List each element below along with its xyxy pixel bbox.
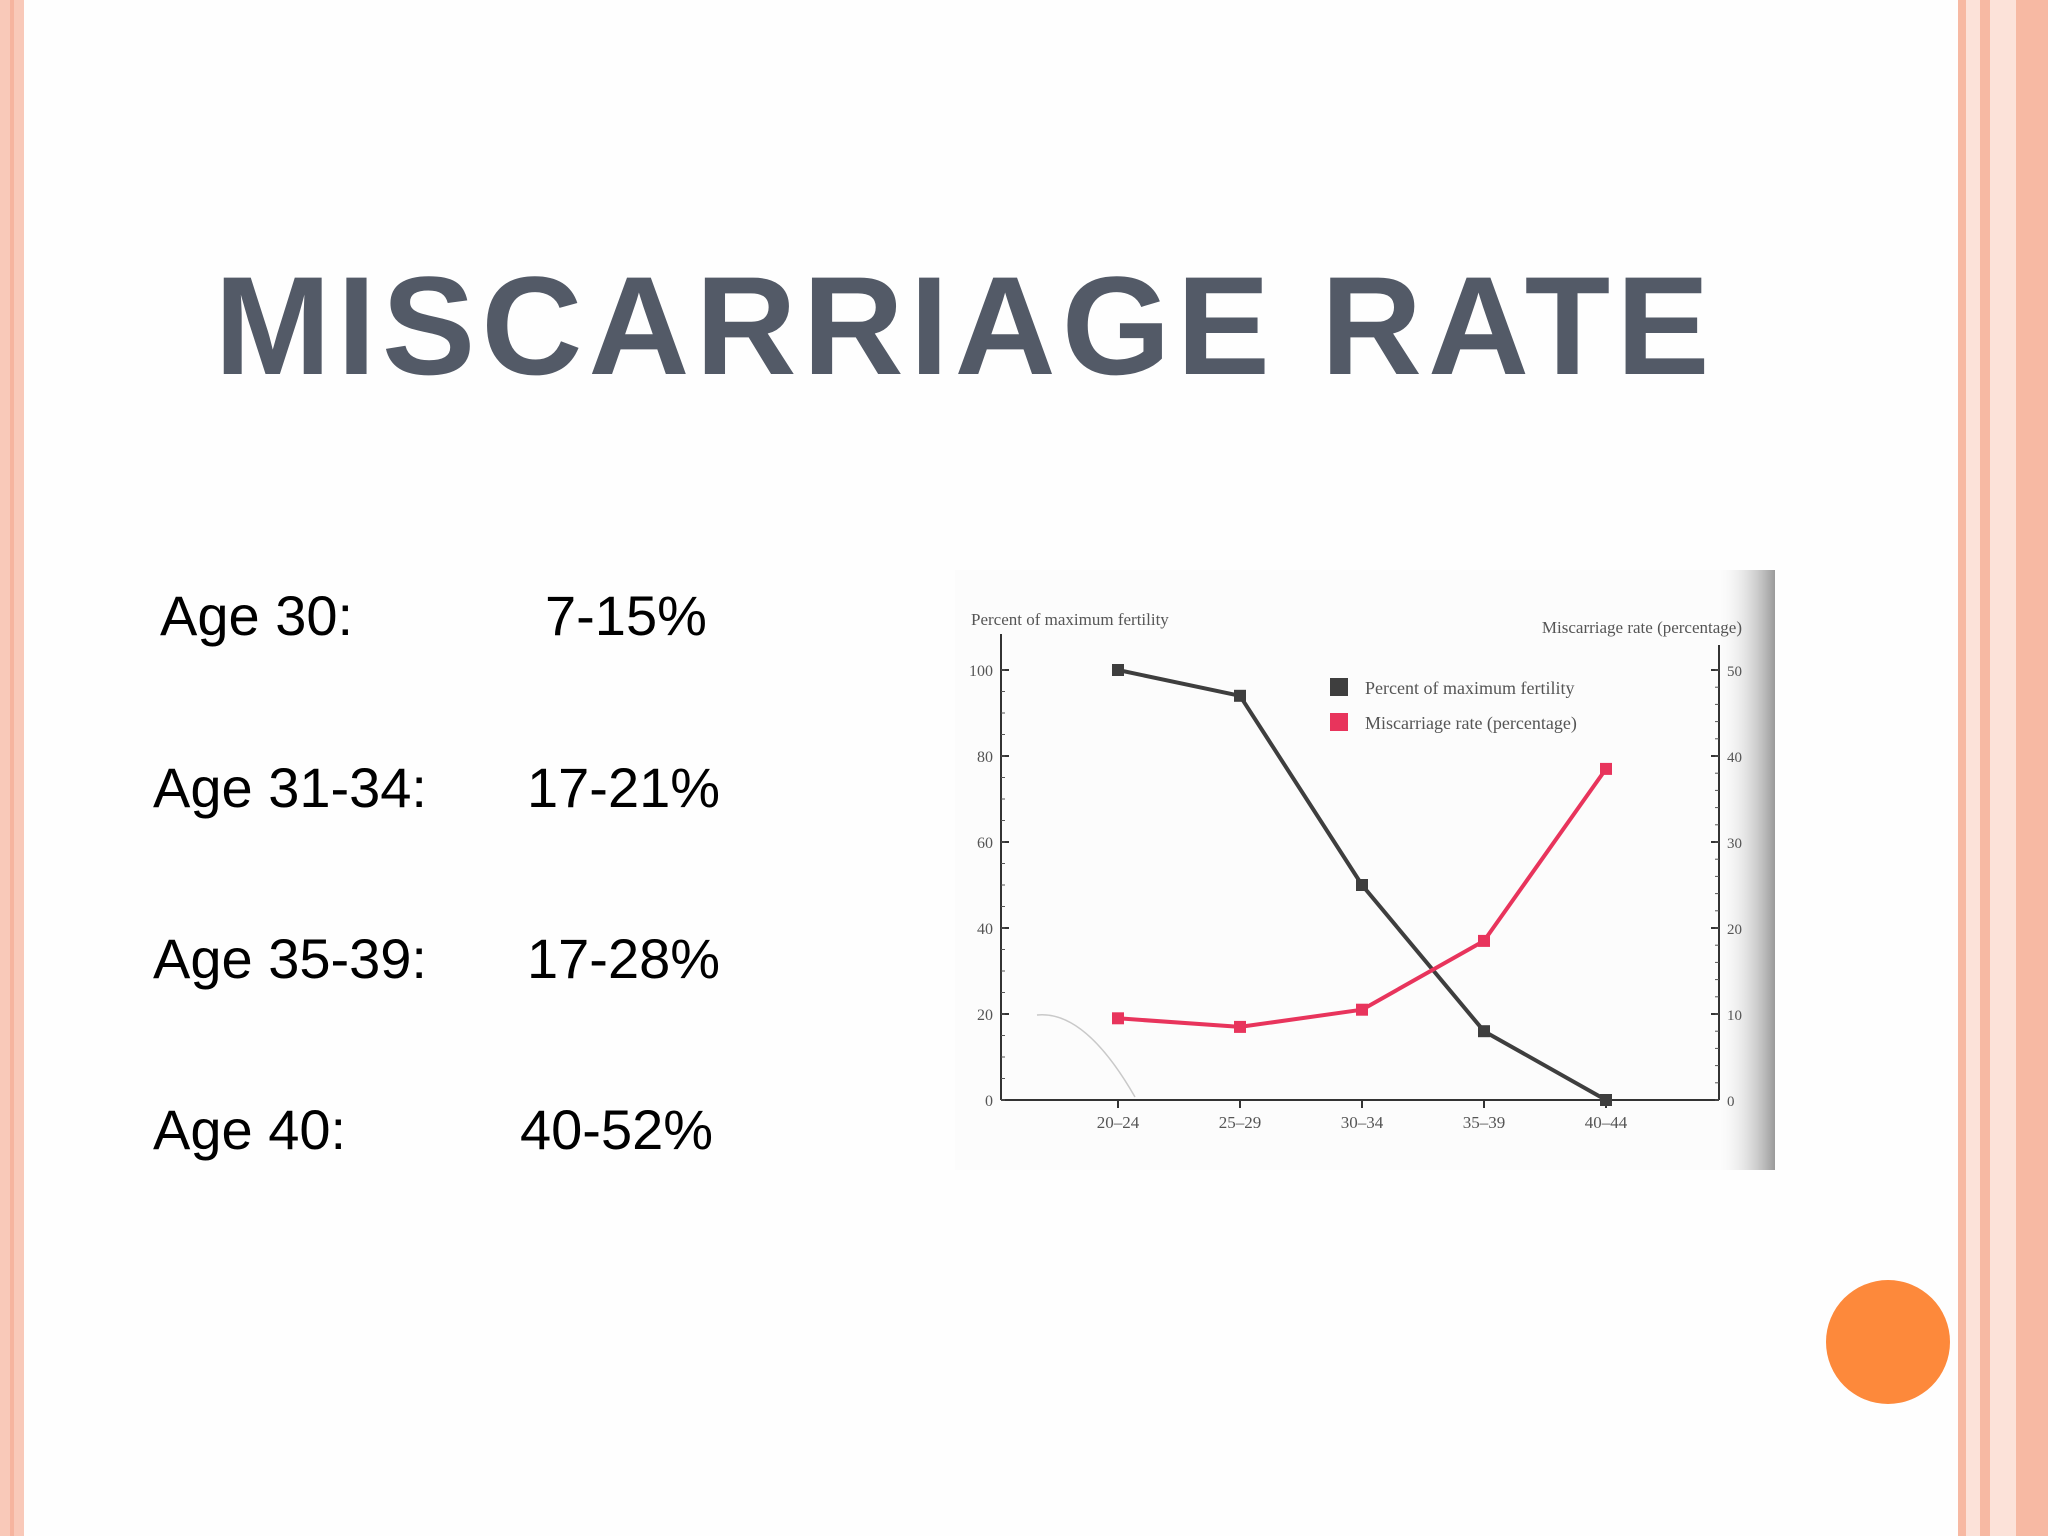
left-axis-tick-label: 20 (977, 1007, 993, 1024)
fertility-point (1356, 879, 1368, 891)
right-axis-ticks: 0 10 20 30 40 50 (1711, 664, 1742, 1110)
chart-svg: Percent of maximum fertility Miscarriage… (955, 570, 1775, 1170)
age-label: Age 30: (160, 584, 354, 647)
age-label: Age 31-34: (153, 756, 427, 819)
left-axis-tick-label: 0 (985, 1093, 993, 1110)
left-axis-label: Percent of maximum fertility (971, 610, 1169, 629)
slide-title: MISCARRIAGE RATE (214, 247, 1716, 404)
age-rate-row: Age 30: 7-15% (0, 583, 760, 663)
age-rate-value: 17-28% (527, 927, 721, 990)
age-label: Age 40: (153, 1098, 347, 1161)
x-axis-tick-label: 20–24 (1097, 1113, 1140, 1132)
decorative-orange-circle (1826, 1280, 1950, 1404)
age-rate-value: 40-52% (520, 1098, 714, 1161)
right-axis-tick-label: 0 (1727, 1094, 1735, 1110)
legend-label-miscarriage: Miscarriage rate (percentage) (1365, 713, 1577, 734)
fertility-point (1478, 1025, 1490, 1038)
x-axis-tick-label: 40–44 (1585, 1113, 1628, 1132)
right-border-stripe (2016, 0, 2048, 1536)
left-axis-tick-label: 60 (977, 835, 993, 852)
miscarriage-point (1234, 1020, 1246, 1033)
age-rate-row: Age 35-39: 17-28% (0, 926, 760, 1006)
age-label: Age 35-39: (153, 927, 427, 990)
left-axis-ticks: 0 20 40 60 80 100 (969, 663, 1009, 1110)
background-arc (1036, 1014, 1136, 1098)
fertility-point (1234, 689, 1246, 702)
left-border-line (10, 0, 14, 1536)
chart-background (955, 570, 1775, 1170)
x-axis-ticks: 20–24 25–29 30–34 35–39 40–44 (1097, 1100, 1628, 1132)
left-axis-tick-label: 100 (969, 663, 993, 680)
right-axis-tick-label: 50 (1727, 664, 1742, 680)
miscarriage-point (1112, 1012, 1124, 1025)
right-axis-tick-label: 30 (1727, 836, 1742, 852)
x-axis-tick-label: 35–39 (1463, 1113, 1506, 1132)
right-border-stripe (1958, 0, 1966, 1536)
age-rate-value: 7-15% (545, 584, 707, 647)
legend-swatch-miscarriage (1330, 713, 1348, 731)
age-rate-row: Age 40: 40-52% (0, 1097, 760, 1177)
age-rate-row: Age 31-34: 17-21% (0, 755, 760, 835)
fertility-point (1600, 1094, 1612, 1106)
miscarriage-point (1356, 1003, 1368, 1016)
miscarriage-point (1600, 762, 1612, 775)
series-layer (1112, 664, 1612, 1106)
left-axis-tick-label: 40 (977, 921, 993, 938)
right-border-stripe (1980, 0, 1990, 1536)
x-axis-tick-label: 30–34 (1341, 1113, 1384, 1132)
x-axis-tick-label: 25–29 (1219, 1113, 1262, 1132)
age-rate-value: 17-21% (527, 756, 721, 819)
left-axis-tick-label: 80 (977, 749, 993, 766)
page-edge-shadow (1715, 570, 1775, 1170)
legend-label-fertility: Percent of maximum fertility (1365, 678, 1574, 698)
fertility-point (1112, 664, 1124, 676)
legend-swatch-fertility (1330, 678, 1348, 696)
right-axis-tick-label: 20 (1727, 922, 1742, 938)
miscarriage-point (1478, 934, 1490, 947)
right-axis-tick-label: 40 (1727, 750, 1742, 766)
fertility-miscarriage-chart: Percent of maximum fertility Miscarriage… (955, 570, 1775, 1170)
chart-legend: Percent of maximum fertility Miscarriage… (1330, 678, 1577, 734)
right-axis-tick-label: 10 (1727, 1008, 1742, 1024)
right-axis-label: Miscarriage rate (percentage) (1542, 618, 1742, 637)
